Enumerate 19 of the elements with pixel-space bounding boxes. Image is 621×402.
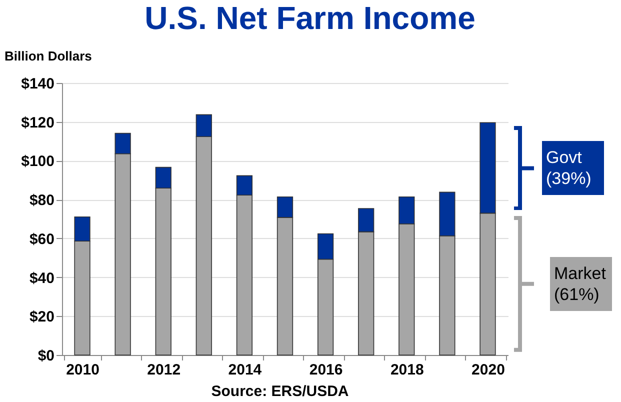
x-tick-label: 2010: [66, 362, 100, 378]
legend-label: Govt (39%): [542, 140, 604, 195]
y-axis-title: Billion Dollars: [4, 48, 92, 64]
y-tick-label: $20: [29, 308, 54, 326]
x-tick-label: 2020: [472, 362, 505, 378]
x-tick-label: 2014: [228, 362, 262, 378]
x-tick-label: 2016: [309, 362, 343, 378]
y-tick-label: $80: [29, 192, 54, 210]
y-tick-label: $60: [29, 230, 54, 248]
x-tick-label: 2012: [147, 362, 181, 378]
y-tick-label: $0: [38, 348, 54, 364]
x-tick-label: 2018: [390, 362, 424, 378]
source-note: Source: ERS/USDA: [210, 383, 350, 400]
y-tick-label: $40: [29, 270, 54, 287]
y-tick-label: $100: [21, 153, 54, 170]
chart-title: U.S. Net Farm Income: [144, 0, 476, 36]
legend-label: Market (61%): [550, 257, 612, 312]
y-tick-label: $140: [21, 76, 54, 92]
y-tick-label: $120: [21, 114, 54, 132]
